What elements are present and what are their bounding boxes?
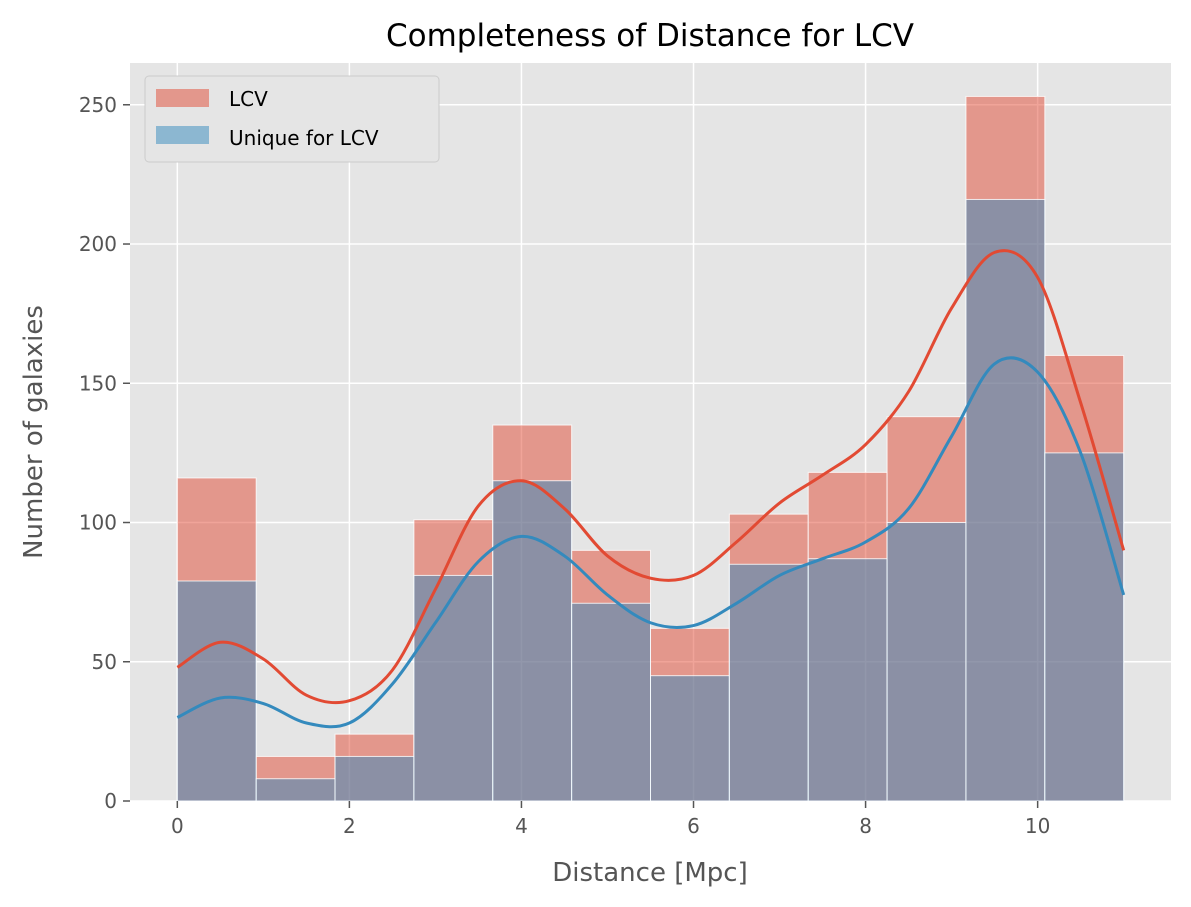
y-tick-label: 0	[104, 789, 117, 813]
bar-unique-for-lcv	[1044, 452, 1125, 802]
kde-line-unique-for-lcv	[176, 356, 1126, 729]
y-tick-label: 100	[79, 511, 117, 535]
x-tick-label: 4	[515, 814, 528, 838]
bar-unique-for-lcv	[728, 563, 809, 802]
legend-swatch-lcv	[156, 89, 209, 107]
bar-unique-for-lcv	[571, 602, 651, 802]
bar-unique-for-lcv	[492, 480, 573, 802]
legend-box	[144, 75, 440, 163]
kde-lines	[176, 249, 1126, 729]
bar-unique-for-lcv	[886, 522, 967, 802]
x-tick-label: 8	[859, 814, 872, 838]
bar-unique-for-lcv	[255, 778, 336, 802]
bar-unique-for-lcv	[334, 755, 415, 802]
x-tick-label: 6	[687, 814, 700, 838]
chart-title: Completeness of Distance for LCV	[386, 18, 914, 54]
y-tick-label: 150	[79, 371, 117, 395]
y-tick-label: 200	[79, 232, 117, 256]
x-tick-label: 10	[1025, 814, 1050, 838]
bars	[176, 95, 1125, 802]
bar-unique-for-lcv	[650, 675, 730, 802]
x-tick-label: 2	[343, 814, 356, 838]
bar-unique-for-lcv	[807, 558, 888, 802]
bar-unique-for-lcv	[413, 574, 494, 802]
bar-unique-for-lcv	[965, 198, 1046, 802]
y-axis-label: Number of galaxies	[19, 305, 49, 559]
bar-unique-for-lcv	[176, 580, 257, 802]
x-axis-label: Distance [Mpc]	[552, 858, 747, 888]
y-tick-label: 250	[79, 93, 117, 117]
legend-swatch-unique-for-lcv	[156, 126, 209, 144]
legend-label-unique-for-lcv: Unique for LCV	[229, 126, 379, 150]
x-tick-label: 0	[171, 814, 184, 838]
y-tick-label: 50	[92, 650, 117, 674]
legend: LCV Unique for LCV	[144, 75, 440, 163]
kde-line-lcv	[176, 249, 1126, 705]
legend-label-lcv: LCV	[229, 87, 268, 111]
